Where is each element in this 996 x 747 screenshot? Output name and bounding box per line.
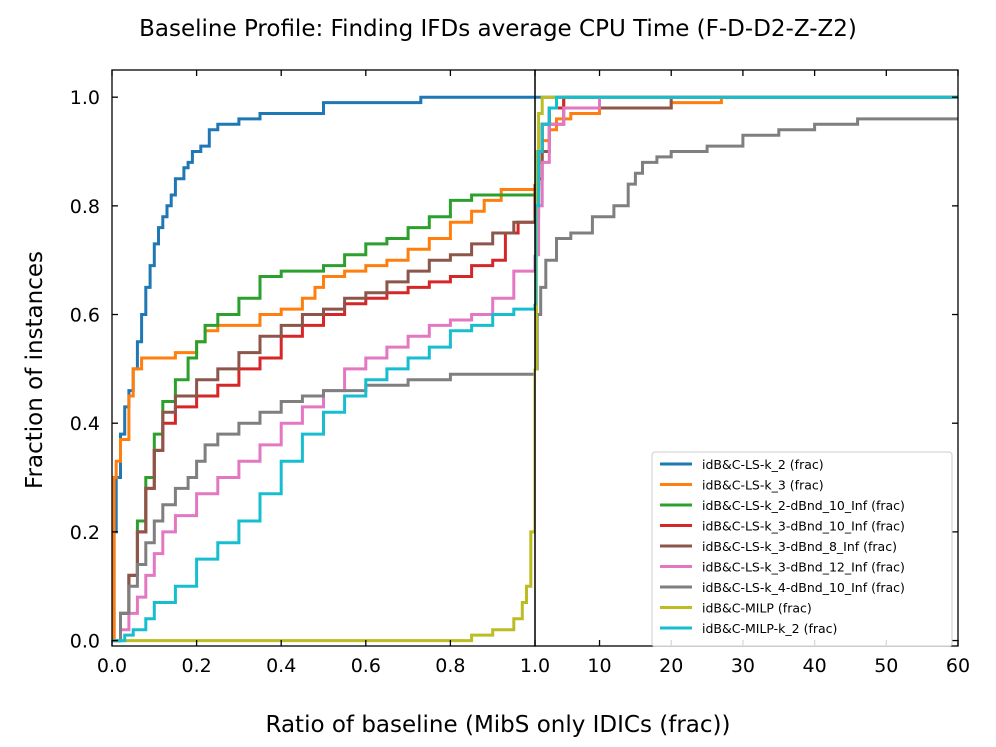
legend-label: idB&C-LS-k_2-dBnd_10_Inf (frac) bbox=[702, 498, 905, 513]
y-axis-title: Fraction of instances bbox=[22, 251, 48, 489]
legend-label: idB&C-LS-k_3-dBnd_10_Inf (frac) bbox=[702, 519, 905, 534]
y-tick-label: 0.6 bbox=[70, 305, 100, 327]
plot-area: 0.0 0.2 0.4 0.6 0.8 1.0 0.0 0.2 0.4 0.6 0.8 1.0 10 20… bbox=[70, 69, 970, 677]
legend-label: idB&C-LS-k_2 (frac) bbox=[702, 457, 824, 472]
legend-label: idB&C-LS-k_4-dBnd_10_Inf (frac) bbox=[702, 580, 905, 595]
legend: idB&C-LS-k_2 (frac) idB&C-LS-k_3 (frac) id… bbox=[651, 451, 953, 647]
series-line-left-5 bbox=[112, 254, 535, 643]
x-tick-label-right: 50 bbox=[874, 655, 898, 677]
series-line-right-6 bbox=[535, 117, 958, 371]
series-line-left-0 bbox=[112, 95, 535, 643]
legend-label: idB&C-LS-k_3 (frac) bbox=[702, 478, 824, 493]
series-line-right-8 bbox=[535, 95, 958, 306]
series-line-right-5 bbox=[535, 95, 958, 257]
x-tick-label: 0.8 bbox=[435, 655, 465, 677]
y-tick-label: 0.2 bbox=[70, 522, 100, 544]
x-axis-title: Ratio of baseline (MibS only IDICs (frac… bbox=[265, 712, 730, 738]
chart-title: Baseline Profile: Finding IFDs average C… bbox=[139, 16, 857, 42]
series-line-left-4 bbox=[112, 216, 535, 643]
legend-box bbox=[651, 451, 953, 647]
series-line-right-1 bbox=[535, 95, 958, 186]
y-tick-label: 0.8 bbox=[70, 196, 100, 218]
x-tick-label-right: 60 bbox=[946, 655, 970, 677]
series-line-left-6 bbox=[112, 368, 535, 643]
legend-label: idB&C-LS-k_3-dBnd_8_Inf (frac) bbox=[702, 539, 897, 554]
y-tick-label: 1.0 bbox=[70, 87, 100, 109]
y-tick-label: 0.0 bbox=[70, 631, 100, 653]
x-tick-label-right: 20 bbox=[659, 655, 683, 677]
x-tick-label-right: 40 bbox=[803, 655, 827, 677]
x-tick-label-right: 30 bbox=[731, 655, 755, 677]
series-line-right-4 bbox=[535, 95, 958, 219]
y-tick-label: 0.4 bbox=[70, 413, 100, 435]
series-line-left-2 bbox=[112, 189, 535, 643]
series-line-right-7 bbox=[535, 95, 958, 371]
legend-label: idB&C-MILP-k_2 (frac) bbox=[702, 621, 837, 636]
x-tick-label: 0.6 bbox=[351, 655, 381, 677]
x-tick-label: 0.4 bbox=[266, 655, 296, 677]
legend-label: idB&C-MILP (frac) bbox=[702, 601, 812, 616]
x-tick-label-right: 10 bbox=[587, 655, 611, 677]
x-tick-label: 0.0 bbox=[97, 655, 127, 677]
series-line-left-8 bbox=[112, 303, 535, 643]
x-tick-label: 0.2 bbox=[181, 655, 211, 677]
series-line-left-1 bbox=[112, 184, 535, 643]
x-tick-label: 1.0 bbox=[520, 655, 550, 677]
legend-label: idB&C-LS-k_3-dBnd_12_Inf (frac) bbox=[702, 560, 905, 575]
